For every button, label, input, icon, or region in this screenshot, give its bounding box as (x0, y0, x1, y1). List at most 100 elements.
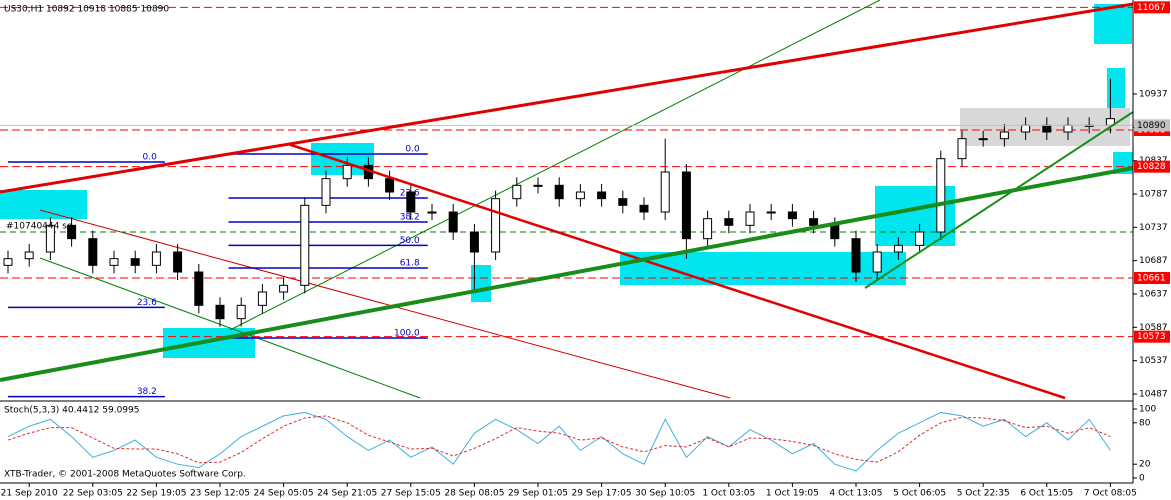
trend-line (39, 209, 731, 399)
candle-body (851, 238, 861, 273)
chart-title: US30,H1 10892 10918 10885 10890 (4, 5, 169, 15)
candle-body (872, 251, 882, 273)
candle-body (1021, 124, 1031, 133)
candle-body (448, 211, 458, 233)
candle-body (3, 258, 13, 266)
annotation: #10740444 se (6, 222, 73, 232)
current-price-bg (1134, 119, 1170, 132)
level-label-bg (1134, 330, 1170, 343)
level-label-bg (1134, 1, 1170, 14)
stoch-main (7, 411, 1111, 472)
candle-body (681, 171, 691, 240)
level-label: 10661 (1137, 274, 1166, 284)
x-tick-label: 27 Sep 15:05 (381, 489, 441, 499)
x-tick-label: 22 Sep 19:05 (126, 489, 186, 499)
zone (1107, 68, 1125, 110)
candle-body (597, 191, 607, 200)
indicator-label: Stoch(5,3,3) 40.4412 59.0995 (4, 406, 139, 416)
candle-body (830, 224, 840, 240)
overlays (0, 2, 1134, 400)
trend-line (0, 166, 1134, 382)
candle-body (999, 131, 1009, 140)
fib-label: 50.0 (400, 236, 420, 246)
level-label: 11067 (1137, 3, 1166, 13)
fib-label: 0.0 (143, 153, 158, 163)
candle-body (703, 218, 713, 240)
footer: XTB-Trader, © 2001-2008 MetaQuotes Softw… (4, 470, 246, 480)
fib-label: 61.8 (400, 259, 420, 269)
x-tick-label: 22 Sep 03:05 (63, 489, 123, 499)
x-tick-label: 1 Oct 19:05 (766, 489, 819, 499)
candle-body (406, 191, 416, 213)
candle-body (300, 204, 310, 286)
y-tick-label: 10487 (1139, 390, 1168, 400)
candle-body (787, 211, 797, 220)
fib-label: 100.0 (394, 329, 420, 339)
stoch-signal (7, 415, 1111, 464)
x-tick-label: 6 Oct 15:05 (1020, 489, 1073, 499)
y-tick-label: 100 (1139, 405, 1156, 415)
candle-body (194, 271, 204, 306)
x-tick-label: 4 Oct 13:05 (830, 489, 883, 499)
trend-line (229, 0, 881, 331)
level-label: 10573 (1137, 332, 1166, 342)
candle-body (1042, 124, 1052, 133)
level-label-bg (1134, 160, 1170, 173)
candle-body (554, 184, 564, 200)
candle-body (130, 258, 140, 266)
candle-body (512, 184, 522, 200)
candle-body (618, 198, 628, 206)
x-tick-label: 29 Sep 17:05 (572, 489, 632, 499)
x-tick-label: 29 Sep 01:05 (508, 489, 568, 499)
y-tick-label: 10637 (1139, 290, 1168, 300)
candle-body (279, 284, 289, 293)
candle-body (215, 304, 225, 320)
candle-body (321, 178, 331, 206)
level-label-bg (1134, 272, 1170, 284)
x-tick-label: 7 Oct 08:05 (1084, 489, 1137, 499)
candle-body (575, 191, 585, 200)
x-tick-label: 5 Oct 22:35 (957, 489, 1010, 499)
y-tick-label: 20 (1139, 460, 1151, 470)
candle-body (45, 224, 55, 253)
y-tick-label: 10687 (1139, 256, 1168, 266)
candle-body (1063, 124, 1073, 133)
x-tick-label: 23 Sep 12:05 (190, 489, 250, 499)
fib-label: 38.2 (400, 213, 420, 223)
candle-body (724, 218, 734, 226)
zone (163, 328, 255, 358)
x-tick-label: 1 Oct 03:05 (702, 489, 755, 499)
trend-line (0, 2, 1134, 194)
candle-body (88, 238, 98, 266)
x-tick-label: 28 Sep 08:05 (444, 489, 504, 499)
fib-label: 23.6 (137, 298, 157, 308)
level-label: 10828 (1137, 162, 1166, 172)
y-tick-label: 10787 (1139, 190, 1168, 200)
candle-body (469, 231, 479, 253)
current-price-label: 10890 (1137, 121, 1166, 131)
x-tick-label: 30 Sep 10:05 (635, 489, 695, 499)
candle-body (936, 158, 946, 233)
candle-body (491, 198, 501, 253)
y-tick-label: 10937 (1139, 90, 1168, 100)
candle-body (427, 211, 437, 214)
candle-body (342, 164, 352, 180)
x-tick-label: 5 Oct 06:05 (893, 489, 946, 499)
fib-label: 0.0 (405, 145, 420, 155)
candle-body (745, 211, 755, 226)
candle-body (385, 178, 395, 193)
y-tick-label: 10737 (1139, 223, 1168, 233)
candle-body (533, 184, 543, 187)
candle-body (67, 224, 77, 240)
x-tick-label: 24 Sep 05:05 (254, 489, 314, 499)
candle-body (957, 138, 967, 160)
candle-body (257, 291, 267, 306)
trend-line (864, 111, 1134, 289)
zone (0, 190, 87, 219)
candle-body (893, 244, 903, 253)
x-tick-label: 21 Sep 2010 (1, 489, 58, 499)
candle-body (639, 204, 649, 213)
candle-body (109, 258, 119, 266)
